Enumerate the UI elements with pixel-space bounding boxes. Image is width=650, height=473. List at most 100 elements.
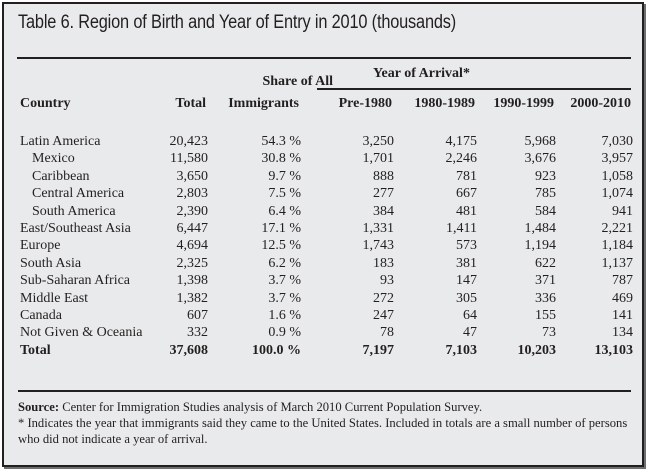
header-period-1: 1980-1989 <box>414 96 475 111</box>
table-row: East/Southeast Asia 6,447 17.1 % 1,331 1,411… <box>4 221 644 239</box>
table-title: Table 6. Region of Birth and Year of Ent… <box>18 12 457 33</box>
source-label: Source: <box>18 400 60 414</box>
row-total: 607 <box>187 308 208 323</box>
row-total: 3,650 <box>176 168 209 184</box>
row-pre-1980: 272 <box>373 290 394 306</box>
row-total: 332 <box>187 325 208 341</box>
row-share: 7.5 % <box>268 186 301 202</box>
row-share: 3.7 % <box>268 273 301 289</box>
row-1980-1989: 781 <box>456 168 477 184</box>
header-share-line1: Share of All <box>262 74 333 89</box>
table-row: South Asia 2,325 6.2 % 183 381 622 1,137 <box>4 256 644 274</box>
row-2000-2010: 941 <box>612 203 633 219</box>
row-1990-1999: 622 <box>535 255 556 271</box>
row-name: Caribbean <box>32 168 90 184</box>
row-2000-2010: 141 <box>612 308 633 323</box>
asterisk-note: * Indicates the year that immigrants sai… <box>18 416 628 446</box>
header-country: Country <box>20 96 71 111</box>
row-total: 2,803 <box>176 186 209 202</box>
row-1990-1999: 155 <box>535 308 556 323</box>
row-1980-1989: 481 <box>456 203 477 219</box>
row-name: Latin America <box>20 134 101 149</box>
table-row: Europe 4,694 12.5 % 1,743 573 1,194 1,184 <box>4 238 644 256</box>
row-pre-1980: 888 <box>373 168 394 184</box>
row-name: Sub-Saharan Africa <box>20 273 131 289</box>
row-total: 20,423 <box>169 134 209 149</box>
row-2000-2010: 469 <box>612 290 633 306</box>
header-period-0: Pre-1980 <box>338 96 392 111</box>
footnotes: Source: Center for Immigration Studies a… <box>18 399 633 447</box>
row-pre-1980: 78 <box>380 325 394 341</box>
table-row: Caribbean 3,650 9.7 % 888 781 923 1,058 <box>4 169 644 187</box>
row-share: 12.5 % <box>261 238 301 254</box>
table-row: South America 2,390 6.4 % 384 481 584 941 <box>4 204 644 222</box>
row-1990-1999: 3,676 <box>524 151 557 167</box>
row-1990-1999: 923 <box>535 168 556 184</box>
row-pre-1980: 247 <box>373 308 394 323</box>
row-share: 0.9 % <box>268 325 301 341</box>
row-1980-1989: 381 <box>456 255 477 271</box>
header-share-line2: Immigrants <box>228 96 299 111</box>
row-1990-1999: 336 <box>535 290 556 306</box>
year-of-arrival-rule <box>317 88 631 90</box>
row-name: East/Southeast Asia <box>20 221 131 236</box>
row-1980-1989: 47 <box>463 325 477 341</box>
row-total: 1,398 <box>176 273 209 289</box>
row-share: 3.7 % <box>268 290 301 306</box>
row-1980-1989: 1,411 <box>446 221 477 236</box>
table-row: Mexico 11,580 30.8 % 1,701 2,246 3,676 3,957 <box>4 151 644 169</box>
row-pre-1980: 277 <box>373 186 394 202</box>
row-2000-2010: 13,103 <box>594 342 634 358</box>
header-period-2: 1990-1999 <box>493 96 554 111</box>
row-share: 6.2 % <box>268 255 301 271</box>
row-2000-2010: 3,957 <box>601 151 634 167</box>
row-share: 54.3 % <box>261 134 301 149</box>
row-total: 2,325 <box>176 255 209 271</box>
row-1990-1999: 73 <box>542 325 556 341</box>
row-share: 1.6 % <box>268 308 301 323</box>
row-name: Central America <box>32 186 125 202</box>
row-pre-1980: 183 <box>373 255 394 271</box>
row-total: 6,447 <box>176 221 209 236</box>
table-row: Not Given & Oceania 332 0.9 % 78 47 73 134 <box>4 325 644 343</box>
row-1980-1989: 667 <box>456 186 477 202</box>
row-share: 9.7 % <box>268 168 301 184</box>
row-2000-2010: 134 <box>612 325 633 341</box>
row-1980-1989: 4,175 <box>445 134 478 149</box>
row-1980-1989: 147 <box>456 273 477 289</box>
row-pre-1980: 1,701 <box>362 151 395 167</box>
row-1980-1989: 305 <box>456 290 477 306</box>
row-1990-1999: 785 <box>535 186 556 202</box>
row-name: Not Given & Oceania <box>20 325 143 341</box>
row-pre-1980: 1,743 <box>362 238 395 254</box>
row-total: 37,608 <box>169 342 209 358</box>
row-2000-2010: 787 <box>612 273 633 289</box>
table-total-row: Total 37,608 100.0 % 7,197 7,103 10,203 13,103 <box>4 343 644 361</box>
row-total: 4,694 <box>176 238 209 254</box>
row-1990-1999: 5,968 <box>524 134 557 149</box>
row-1990-1999: 584 <box>535 203 556 219</box>
row-pre-1980: 384 <box>373 203 394 219</box>
table-row: Sub-Saharan Africa 1,398 3.7 % 93 147 371 787 <box>4 273 644 291</box>
source-note: Source: Center for Immigration Studies a… <box>18 399 633 415</box>
row-2000-2010: 2,221 <box>601 221 634 236</box>
row-1990-1999: 1,484 <box>524 221 557 236</box>
row-pre-1980: 93 <box>380 273 394 289</box>
row-2000-2010: 1,184 <box>601 238 634 254</box>
row-share: 100.0 % <box>252 342 301 358</box>
bottom-rule <box>18 390 631 392</box>
row-1990-1999: 1,194 <box>524 238 557 254</box>
row-1990-1999: 371 <box>535 273 556 289</box>
header-year-of-arrival: Year of Arrival* <box>373 66 470 81</box>
row-name: Mexico <box>32 151 75 167</box>
row-name: South Asia <box>20 255 82 271</box>
row-name: Total <box>20 342 51 358</box>
table-row: Middle East 1,382 3.7 % 272 305 336 469 <box>4 291 644 309</box>
row-2000-2010: 7,030 <box>601 134 634 149</box>
table-row: Canada 607 1.6 % 247 64 155 141 <box>4 308 644 326</box>
row-1980-1989: 2,246 <box>445 151 478 167</box>
row-1990-1999: 10,203 <box>517 342 557 358</box>
header-total: Total <box>175 96 206 111</box>
row-1980-1989: 7,103 <box>445 342 478 358</box>
table-row: Central America 2,803 7.5 % 277 667 785 1,074 <box>4 186 644 204</box>
